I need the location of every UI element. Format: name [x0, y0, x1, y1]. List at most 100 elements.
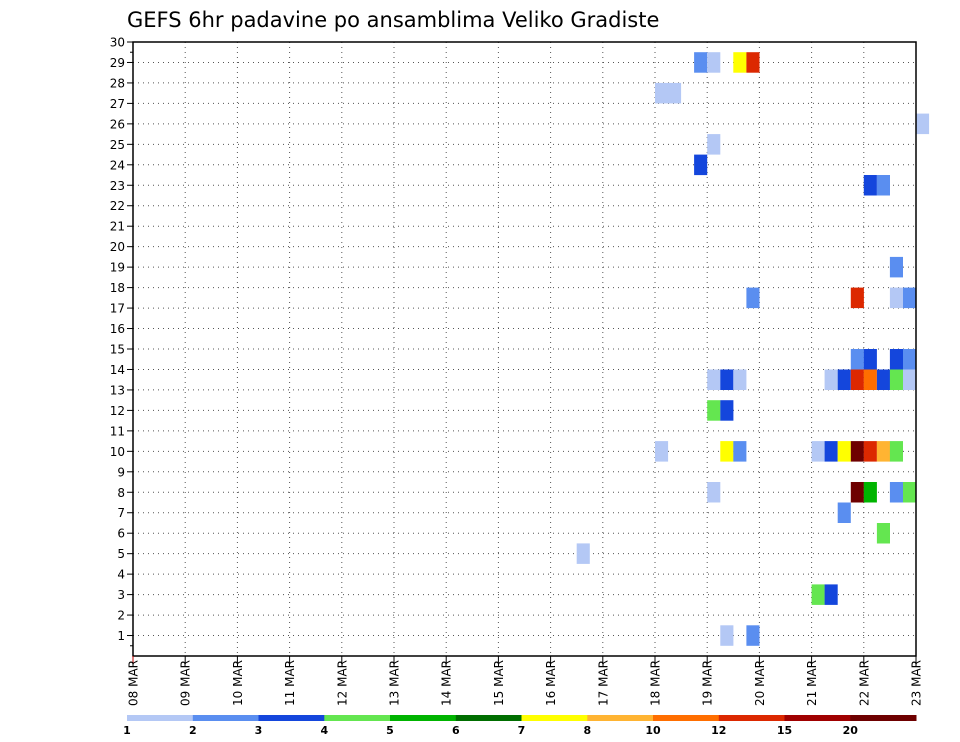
y-tick-label: 26 — [110, 117, 125, 131]
colorbar-swatch — [587, 715, 654, 721]
x-tick-label: 17 MAR — [596, 660, 610, 706]
y-tick-label: 11 — [110, 424, 125, 438]
precip-cell — [811, 584, 825, 605]
y-tick-label: 9 — [117, 465, 125, 479]
precip-cell — [837, 369, 851, 390]
precip-cell — [694, 154, 708, 176]
x-tick-label: 23 MAR — [910, 660, 924, 706]
precip-cell — [655, 82, 669, 104]
precip-cell — [733, 441, 747, 462]
precipitation-cells — [576, 52, 930, 646]
precip-cell — [903, 287, 917, 309]
y-tick-label: 1 — [117, 629, 125, 643]
y-tick-label: 12 — [110, 404, 125, 418]
precip-cell — [876, 175, 890, 196]
precip-cell — [850, 287, 864, 309]
precip-cell — [889, 441, 903, 462]
precip-cell — [824, 584, 838, 605]
grid-lines — [133, 41, 916, 656]
y-tick-label: 5 — [117, 547, 125, 561]
precip-cell — [889, 287, 903, 309]
y-tick-label: 21 — [110, 220, 125, 234]
precip-cell — [889, 349, 903, 370]
precip-cell — [889, 369, 903, 390]
colorbar-label: 20 — [843, 724, 859, 737]
precip-cell — [850, 349, 864, 370]
x-tick-label: 09 MAR — [179, 660, 193, 706]
y-tick-label: 30 — [110, 36, 125, 50]
y-tick-label: 8 — [117, 486, 125, 500]
precip-cell — [889, 256, 903, 278]
y-tick-label: 29 — [110, 56, 125, 70]
x-tick-label: 14 MAR — [440, 660, 454, 706]
colorbar-swatch — [653, 715, 720, 721]
y-tick-label: 2 — [117, 609, 125, 623]
x-tick-label: 18 MAR — [649, 660, 663, 706]
y-tick-label: 15 — [110, 343, 125, 357]
precip-cell — [863, 369, 877, 390]
y-tick-label: 28 — [110, 76, 125, 90]
y-tick-label: 4 — [117, 568, 125, 582]
colorbar-label: 2 — [189, 724, 197, 737]
y-tick-label: 7 — [117, 506, 125, 520]
precip-cell — [746, 287, 760, 309]
colorbar-label: 1 — [123, 724, 131, 737]
colorbar-swatch — [258, 715, 325, 721]
x-tick-label: 10 MAR — [231, 660, 245, 706]
precip-cell — [903, 482, 917, 503]
x-tick-label: 21 MAR — [805, 660, 819, 706]
colorbar-legend: 1 2 3 4 5 6 7 8 10 12 15 20 — [123, 715, 917, 737]
precip-cell — [824, 369, 838, 390]
precip-cell — [655, 441, 669, 462]
precip-cell — [889, 482, 903, 503]
precip-cell — [811, 441, 825, 462]
precip-cell — [824, 441, 838, 462]
y-tick-label: 3 — [117, 588, 125, 602]
precip-cell — [720, 400, 734, 421]
x-tick-label: 12 MAR — [335, 660, 349, 706]
y-tick-label: 17 — [110, 302, 125, 316]
colorbar-swatch — [127, 715, 194, 721]
precip-cell — [837, 441, 851, 462]
colorbar-swatch — [324, 715, 391, 721]
precip-cell — [668, 82, 682, 104]
x-tick-label: 20 MAR — [753, 660, 767, 706]
x-tick-label: 13 MAR — [388, 660, 402, 706]
x-tick-label: 16 MAR — [544, 660, 558, 706]
x-tick-label: 19 MAR — [701, 660, 715, 706]
precip-cell — [876, 369, 890, 390]
precip-cell — [863, 482, 877, 503]
precip-cell — [746, 52, 760, 73]
colorbar-swatch — [390, 715, 457, 721]
y-tick-label: 23 — [110, 179, 125, 193]
precip-cell — [876, 523, 890, 544]
precip-cell — [850, 482, 864, 503]
precip-cell — [916, 113, 930, 135]
colorbar-label: 6 — [452, 724, 460, 737]
precip-cell — [903, 369, 917, 390]
colorbar-label: 4 — [320, 724, 328, 737]
precip-cell — [863, 441, 877, 462]
y-axis: 1234567891011121314151617181920212223242… — [110, 36, 133, 647]
precip-cell — [707, 400, 721, 421]
precip-cell — [876, 441, 890, 462]
precip-cell — [903, 349, 917, 370]
colorbar-label: 5 — [386, 724, 394, 737]
precip-cell — [850, 441, 864, 462]
y-tick-label: 22 — [110, 199, 125, 213]
precip-cell — [707, 134, 721, 155]
precip-cell — [733, 52, 747, 73]
colorbar-swatch — [192, 715, 259, 721]
precip-cell — [707, 52, 721, 73]
colorbar-label: 7 — [518, 724, 526, 737]
colorbar-swatch — [455, 715, 522, 721]
colorbar-label: 15 — [777, 724, 792, 737]
y-tick-label: 27 — [110, 97, 125, 111]
precip-cell — [707, 369, 721, 390]
x-tick-label: 11 MAR — [283, 660, 297, 706]
precip-cell — [707, 482, 721, 503]
y-tick-label: 6 — [117, 527, 125, 541]
colorbar-swatch — [521, 715, 588, 721]
y-tick-label: 10 — [110, 445, 125, 459]
y-tick-label: 19 — [110, 261, 125, 275]
